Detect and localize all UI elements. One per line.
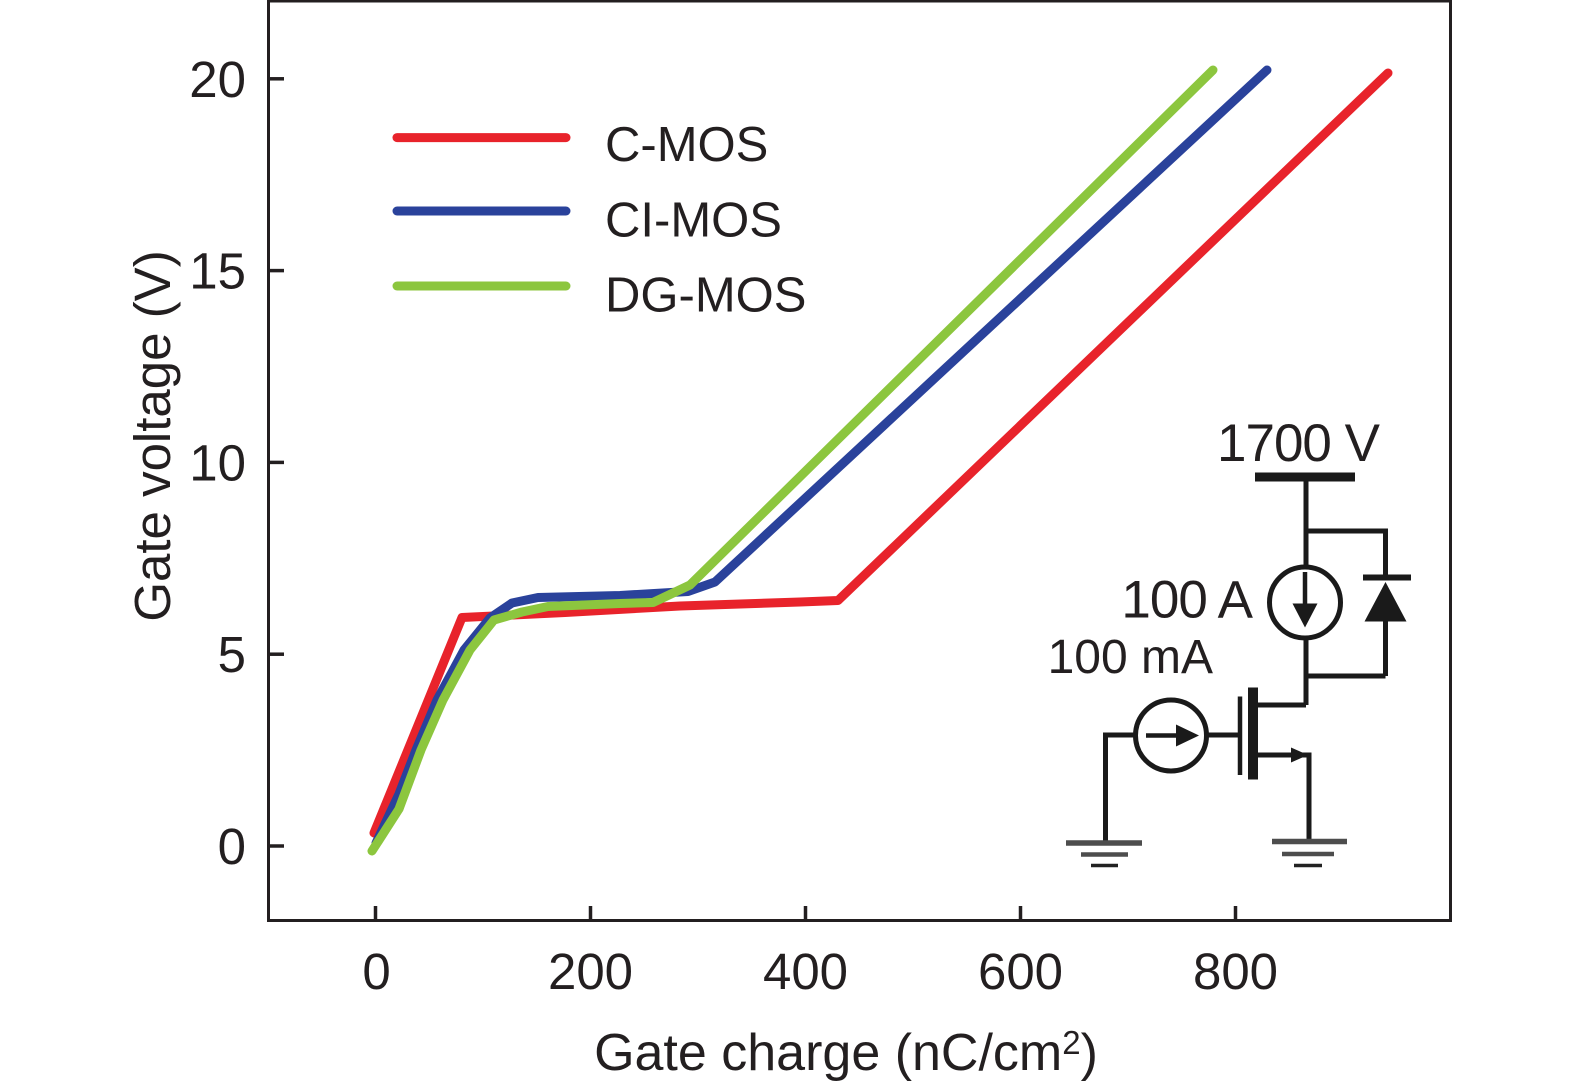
svg-text:C-MOS: C-MOS xyxy=(605,118,768,172)
svg-text:200: 200 xyxy=(548,943,633,1000)
svg-text:DG-MOS: DG-MOS xyxy=(605,269,806,323)
svg-text:600: 600 xyxy=(978,943,1063,1000)
svg-text:5: 5 xyxy=(218,626,246,683)
svg-text:800: 800 xyxy=(1193,943,1278,1000)
svg-text:20: 20 xyxy=(189,51,246,108)
svg-text:100 mA: 100 mA xyxy=(1048,631,1213,684)
svg-text:1700 V: 1700 V xyxy=(1217,414,1381,473)
svg-text:CI-MOS: CI-MOS xyxy=(605,194,782,248)
svg-text:Gate charge (nC/cm2): Gate charge (nC/cm2) xyxy=(594,1024,1098,1082)
svg-text:400: 400 xyxy=(763,943,848,1000)
svg-text:0: 0 xyxy=(218,818,246,875)
svg-text:100 A: 100 A xyxy=(1121,571,1253,630)
svg-text:0: 0 xyxy=(362,943,390,1000)
svg-text:Gate voltage (V): Gate voltage (V) xyxy=(124,250,181,621)
svg-text:10: 10 xyxy=(189,434,246,491)
svg-text:15: 15 xyxy=(189,243,246,300)
